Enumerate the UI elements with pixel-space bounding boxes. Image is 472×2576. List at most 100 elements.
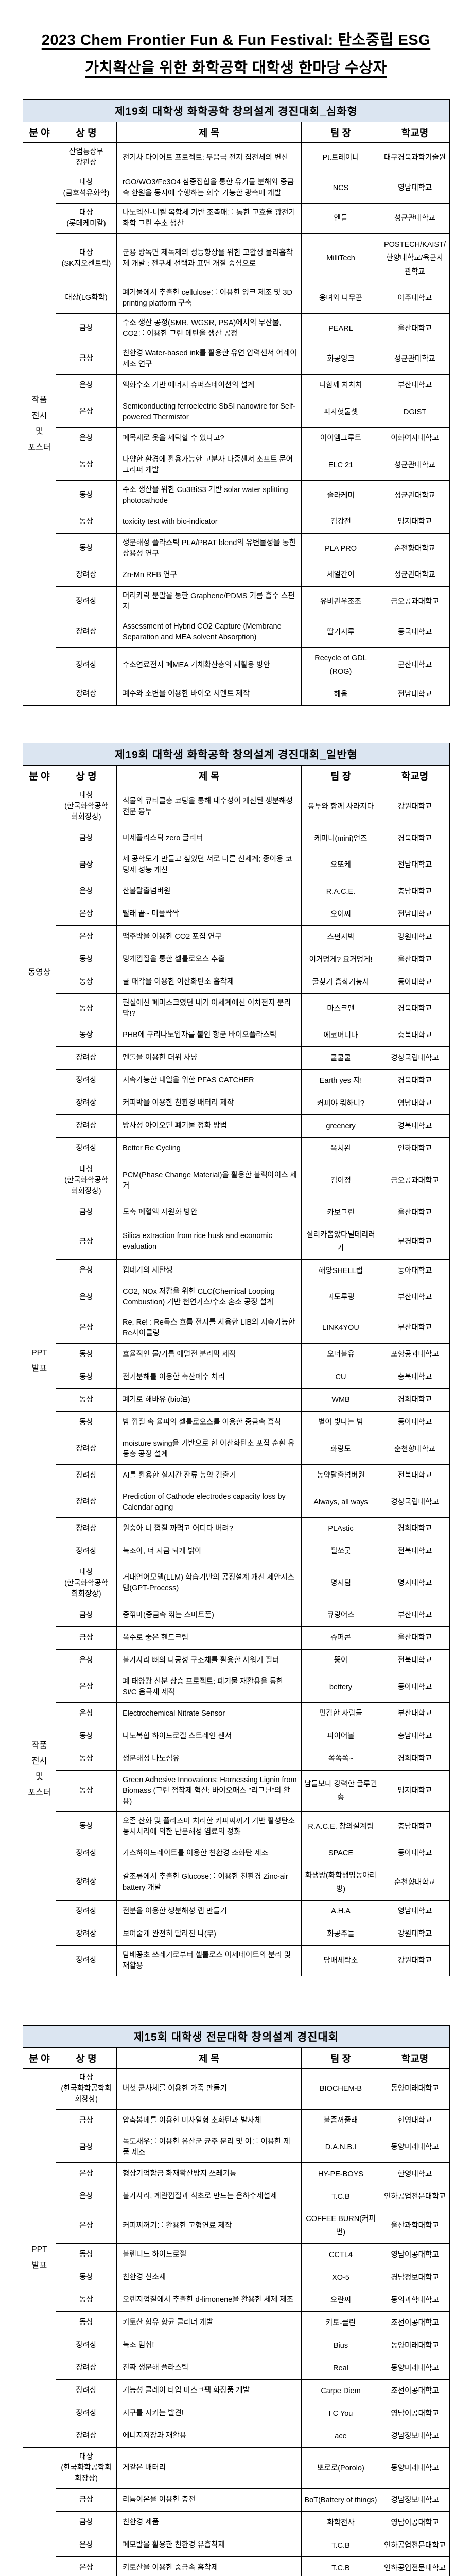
school-cell: 동양미래대학교 — [379, 2067, 450, 2110]
col-header-school: 학교명 — [379, 2047, 450, 2069]
col-header-team: 팀 장 — [301, 122, 380, 143]
award-cell: 금상 — [56, 2109, 117, 2133]
award-cell: 동상 — [56, 480, 117, 511]
table-row: 동상 전기분해를 이용한 축산폐수 처리 CU 충북대학교 — [23, 1365, 450, 1389]
award-cell: 동상 — [56, 2289, 117, 2312]
table-row: 동상 수소 생산을 위한 Cu3BiS3 기반 solar water split… — [23, 480, 450, 511]
table-row: 장려상 Zn-Mn RFB 연구 세얼간이 성균관대학교 — [23, 563, 450, 587]
team-cell: 스펀지박 — [301, 925, 380, 949]
school-cell: 경상국립대학교 — [380, 1486, 450, 1518]
col-header-school: 학교명 — [380, 765, 450, 787]
school-cell: 동아대학교 — [380, 1841, 450, 1865]
team-cell: 파이어볼 — [301, 1724, 380, 1748]
table-row: 장려상 Better Re Cycling 옥치완 인하대학교 — [23, 1137, 450, 1161]
title-cell: 전기분해를 이용한 축산폐수 처리 — [116, 1365, 302, 1389]
table-row: 금상 미세플라스틱 zero 글리터 케미니(mini)언즈 경북대학교 — [23, 827, 450, 851]
award-cell: 동상 — [56, 1365, 117, 1389]
table-row: 은상 산불탈출넘버원 R.A.C.E. 충남대학교 — [23, 880, 450, 904]
school-cell: 전북대학교 — [380, 1649, 450, 1672]
title-cell: 원숭아 너 껍질 까먹고 어디다 버려? — [116, 1517, 302, 1540]
school-cell: 충남대학교 — [380, 880, 450, 904]
title-cell: PCM(Phase Change Material)을 활용한 블랙아이스 제거 — [116, 1160, 302, 1202]
team-cell: 민감한 사람들 — [301, 1702, 380, 1725]
title-cell: PHB에 구리나노입자를 붙인 항균 바이오플라스틱 — [116, 1024, 302, 1047]
table-row: 장려상 진짜 생분해 플라스틱 Real 동양미래대학교 — [23, 2357, 450, 2380]
school-cell: 명지대학교 — [380, 510, 450, 534]
school-cell: 부산대학교 — [380, 374, 450, 397]
school-cell: 동아대학교 — [380, 1411, 450, 1434]
title-cell: 옥수로 좋은 핸드크림 — [116, 1626, 302, 1650]
school-cell: 한영대학교 — [379, 2109, 450, 2133]
award-cell: 장려상 — [56, 1517, 117, 1540]
award-cell: 금상 — [56, 343, 117, 375]
team-cell: 쿨쿨쿨 — [301, 1046, 380, 1070]
school-cell: 부산대학교 — [380, 1312, 450, 1344]
school-cell: 영남대학교 — [380, 1900, 450, 1923]
team-cell: T.C.B — [301, 2534, 380, 2557]
award-cell: 금상 — [56, 1626, 117, 1650]
table-row: 장려상 녹조 멈춰! Bius 동양미래대학교 — [23, 2334, 450, 2358]
award-cell: 장려상 — [56, 1464, 117, 1487]
school-cell: 영남이공대학교 — [379, 2511, 450, 2535]
title-cell: 독도새우를 이용한 유산균 균주 분리 및 이를 이용한 제품 제조 — [116, 2132, 302, 2163]
school-cell: 인하대학교 — [380, 1137, 450, 1161]
team-cell: ELC 21 — [301, 449, 380, 481]
title-cell: Assessment of Hybrid CO2 Capture (Membra… — [116, 616, 302, 648]
col-header-field: 분 야 — [23, 122, 56, 143]
col-header-field: 분 야 — [23, 765, 56, 787]
table-row: 은상 액화수소 기반 에너지 슈퍼스테이션의 설계 다함께 차차차 부산대학교 — [23, 374, 450, 397]
award-cell: 동상 — [56, 1770, 117, 1812]
title-cell: 전분을 이용한 생분해성 랩 만들기 — [116, 1900, 302, 1923]
award-cell: 산업통상부 장관상 — [56, 142, 117, 174]
award-cell: 장려상 — [56, 1092, 117, 1115]
award-cell: 동상 — [56, 1024, 117, 1047]
col-header-school: 학교명 — [380, 122, 450, 143]
table-row: 동상 굴 패각을 이용한 이산화탄소 흡착제 굴찾기 흡착기능사 동아대학교 — [23, 971, 450, 994]
team-cell: 화공잉크 — [301, 343, 380, 375]
title-cell: 블렌디드 하이드로젤 — [116, 2243, 302, 2267]
school-cell: 성균관대학교 — [380, 203, 450, 234]
school-cell: 부산대학교 — [380, 1282, 450, 1313]
school-cell: 울산대학교 — [380, 948, 450, 972]
award-cell: 은상 — [56, 396, 117, 428]
title-cell: 기능성 클레이 타입 마스크팩 화장품 개발 — [116, 2379, 302, 2403]
team-cell: 케미니(mini)언즈 — [301, 827, 380, 851]
title-cell: 폐 태양광 신분 상승 프로젝트: 폐기물 재활용을 통한 Si/C 음극재 제… — [116, 1671, 302, 1703]
school-cell: 영남대학교 — [380, 173, 450, 204]
team-cell: A.H.A — [301, 1900, 380, 1923]
title-cell: 녹조야, 너 지금 되게 밝아 — [116, 1539, 302, 1563]
award-cell: 동상 — [56, 993, 117, 1025]
team-cell: CCTL4 — [301, 2243, 380, 2267]
document-title-line1: 2023 Chem Frontier Fun & Fun Festival: 탄… — [41, 32, 431, 48]
team-cell: 솔라케미 — [301, 480, 380, 511]
title-cell: 오렌지껍질에서 추출한 d-limonene을 활용한 세제 제조 — [116, 2289, 302, 2312]
title-cell: 생분해성 나노섬유 — [116, 1747, 302, 1771]
title-cell: 수소연료전지 폐MEA 기체확산층의 재활용 방안 — [116, 647, 302, 684]
team-cell: 담배세탁소 — [301, 1945, 380, 1976]
table-row: 은상 Electrochemical Nitrate Sensor 민감한 사람들 부… — [23, 1702, 450, 1725]
school-cell: 경희대학교 — [380, 1388, 450, 1412]
team-cell: 이거멍게? 요거멍게! — [301, 948, 380, 972]
col-header-title: 제 목 — [116, 765, 302, 787]
team-cell: 김이정 — [301, 1160, 380, 1202]
team-cell: 농약탈출넘버원 — [301, 1464, 380, 1487]
award-cell: 장려상 — [56, 1922, 117, 1946]
award-cell: 동상 — [56, 2266, 117, 2290]
table-row: 은상 불가사리, 계란껍질과 식초로 만드는 은하수제설제 T.C.B 인하공업전문대… — [23, 2185, 450, 2209]
team-cell: Always, all ways — [301, 1486, 380, 1518]
school-cell: 영남대학교 — [380, 1092, 450, 1115]
table-row: 장려상 전분을 이용한 생분해성 랩 만들기 A.H.A 영남대학교 — [23, 1900, 450, 1923]
team-cell: HY-PE-BOYS — [301, 2162, 380, 2186]
table-row: 장려상 moisture swing을 기반으로 한 이산화탄소 포집 순환 유동… — [23, 1433, 450, 1465]
title-cell: 세 공학도가 만들고 싶었던 서로 다른 신세계; 종이용 코팅제 성능 개선 — [116, 850, 302, 881]
table-row: 동상 Green Adhesive Innovations: Harnessing… — [23, 1770, 450, 1812]
title-cell: 나노복합 하이드로겔 스트레인 센서 — [116, 1724, 302, 1748]
title-cell: 친환경 제품 — [116, 2511, 302, 2535]
title-cell: 효율적인 물/기름 에멀전 분리막 제작 — [116, 1343, 302, 1366]
title-cell: 형상기억합금 화재확산방지 쓰레기통 — [116, 2162, 302, 2186]
award-cell: 대상 (한국화학공학회 회장상) — [56, 2067, 117, 2110]
team-cell: XO-5 — [301, 2266, 380, 2290]
